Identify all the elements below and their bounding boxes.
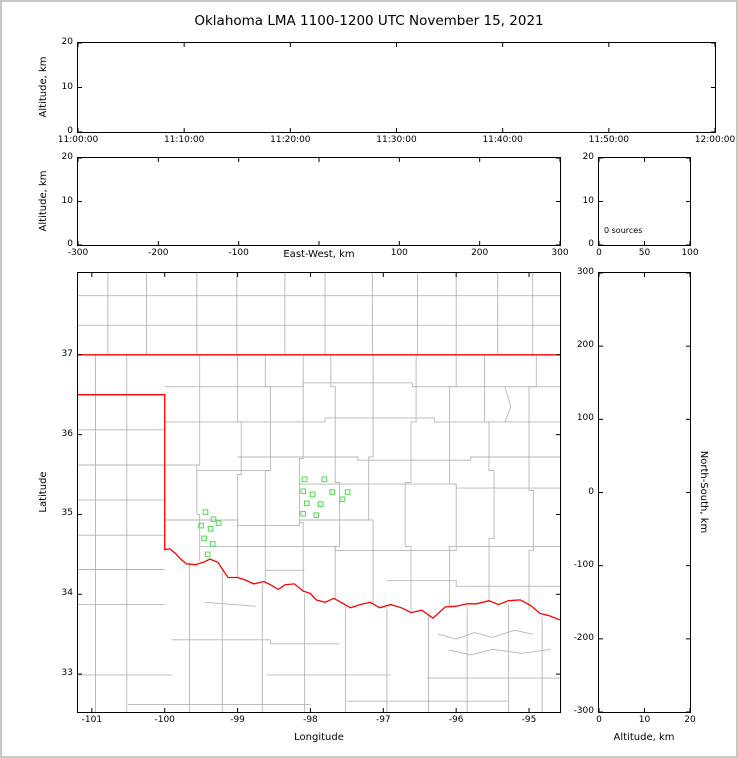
tick-label: 11:20:00 bbox=[270, 135, 311, 145]
tick-label: -100 bbox=[228, 248, 249, 258]
tick-label: 12:00:00 bbox=[694, 135, 736, 145]
tick-label: 300 bbox=[576, 267, 594, 277]
tick-label: 0 bbox=[596, 715, 602, 725]
sources-count-label: 0 sources bbox=[604, 226, 643, 235]
tick-label: 20 bbox=[61, 37, 73, 47]
tick-label: -99 bbox=[230, 715, 245, 725]
tick-label: -96 bbox=[448, 715, 464, 725]
tick-label: -300 bbox=[573, 706, 594, 716]
tick-label: 20 bbox=[684, 715, 696, 725]
tick-label: 10 bbox=[61, 195, 73, 206]
map-panel: -101 -100 -99 -98 -97 -96 -95 33 34 35 36 37 bbox=[62, 272, 561, 725]
ew-panel-xlabel: East-West, km bbox=[283, 249, 355, 260]
tick-label: 50 bbox=[638, 248, 651, 258]
tick-label: -200 bbox=[148, 248, 169, 258]
north-south-panel: 0 10 20 -300 -200 -100 0 100 200 300 bbox=[574, 267, 696, 725]
tick-label: -200 bbox=[573, 632, 594, 643]
tick-label: 0 bbox=[67, 126, 73, 136]
tick-label: 0 bbox=[588, 486, 594, 497]
tick-label: 100 bbox=[390, 248, 408, 258]
tick-label: 0 bbox=[596, 248, 602, 258]
north-south-ylabel: North-South, km bbox=[698, 450, 709, 534]
tick-label: 11:30:00 bbox=[376, 135, 417, 145]
tick-label: 0 bbox=[588, 239, 594, 249]
histogram-canvas bbox=[599, 158, 690, 245]
tick-label: 0 bbox=[67, 239, 73, 249]
tick-label: 33 bbox=[61, 668, 73, 679]
tick-label: 35 bbox=[61, 508, 73, 519]
tick-label: -300 bbox=[67, 248, 89, 258]
tick-label: -98 bbox=[303, 715, 318, 725]
altitude-histogram-panel: 0 sources 0 50 100 0 10 20 bbox=[583, 152, 699, 258]
tick-label: 11:40:00 bbox=[482, 135, 523, 145]
tick-label: 20 bbox=[61, 152, 73, 162]
tick-label: 11:00:00 bbox=[57, 135, 99, 145]
tick-label: 10 bbox=[61, 81, 73, 92]
map-canvas bbox=[78, 273, 560, 712]
tick-label: 37 bbox=[61, 348, 73, 359]
ew-height-canvas bbox=[78, 158, 560, 245]
tick-label: 11:10:00 bbox=[163, 135, 205, 145]
state-border bbox=[78, 354, 560, 621]
time-height-canvas bbox=[78, 43, 715, 132]
tick-label: 36 bbox=[61, 428, 73, 439]
north-south-xlabel: Altitude, km bbox=[613, 732, 675, 743]
map-xlabel: Longitude bbox=[294, 732, 344, 743]
tick-label: 10 bbox=[582, 195, 594, 206]
tick-label: -101 bbox=[81, 715, 103, 725]
ew-altitude-panel: -300 -200 -100 100 200 300 0 10 20 bbox=[62, 152, 569, 258]
tick-label: -95 bbox=[521, 715, 537, 725]
tick-label: 200 bbox=[471, 248, 489, 258]
tick-label: 100 bbox=[576, 413, 594, 424]
tick-label: -100 bbox=[154, 715, 175, 725]
north-south-canvas bbox=[599, 273, 690, 712]
county-borders bbox=[78, 273, 560, 712]
tick-label: 11:50:00 bbox=[588, 135, 630, 145]
tick-label: 34 bbox=[61, 588, 73, 599]
tick-label: 300 bbox=[551, 248, 569, 258]
tick-label: 10 bbox=[638, 715, 651, 725]
tick-label: 200 bbox=[576, 340, 594, 351]
time-height-panel: 11:00:00 11:10:00 11:20:00 11:30:00 11:40:00… bbox=[58, 37, 735, 145]
map-ylabel: Latitude bbox=[38, 471, 49, 513]
chart-title: Oklahoma LMA 1100-1200 UTC November 15, … bbox=[194, 13, 544, 29]
tick-label: -97 bbox=[375, 715, 391, 725]
tick-label: -100 bbox=[573, 559, 594, 570]
tick-label: 100 bbox=[681, 248, 699, 258]
tick-label: 20 bbox=[582, 152, 594, 162]
lma-sources bbox=[198, 476, 351, 558]
